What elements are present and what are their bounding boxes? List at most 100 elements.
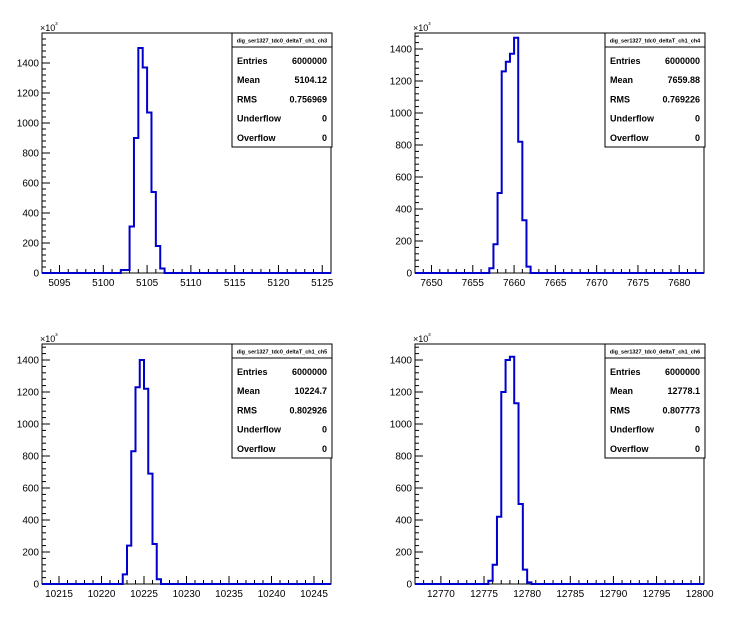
histogram-line xyxy=(42,47,331,274)
stats-label: RMS xyxy=(610,405,630,415)
stats-value: 10224.7 xyxy=(294,386,327,396)
y-tick-label: 1200 xyxy=(390,388,413,399)
x-tick-label: 7655 xyxy=(462,278,485,289)
stats-label: Overflow xyxy=(237,133,277,143)
stats-value: 6000000 xyxy=(292,367,327,377)
x-tick-label: 10220 xyxy=(88,589,116,600)
histogram-panel: 5095 5100 5105 5110 5115 5120 5125 0 200 400 600 80… xyxy=(17,22,334,289)
y-tick-label: 0 xyxy=(406,580,412,591)
x-tick-label: 10235 xyxy=(215,589,243,600)
stats-value: 0 xyxy=(322,114,327,124)
stats-value: 0 xyxy=(322,133,327,143)
stats-value: 6000000 xyxy=(665,56,700,66)
stats-box: dig_ser1327_tdc0_deltaT_ch1_ch3 Entries 60… xyxy=(231,32,333,148)
y-tick-label: 400 xyxy=(22,209,39,220)
stats-label: Overflow xyxy=(610,444,650,454)
y-tick-label: 1200 xyxy=(390,77,413,88)
x-tick-label: 12795 xyxy=(643,589,671,600)
y-tick-label: 1200 xyxy=(17,89,40,100)
x-tick-label: 7665 xyxy=(544,278,567,289)
histogram-bin xyxy=(506,360,510,584)
x-tick-label: 7680 xyxy=(668,278,691,289)
stats-label: Overflow xyxy=(237,444,277,454)
y-tick-label: 200 xyxy=(395,237,412,248)
stats-title: dig_ser1327_tdc0_deltaT_ch1_ch5 xyxy=(237,350,328,356)
stats-box-frame xyxy=(604,343,706,459)
x-tick-label: 5110 xyxy=(180,278,202,289)
stats-label: Overflow xyxy=(610,133,650,143)
stats-label: Mean xyxy=(610,386,633,396)
y-tick-label: 1000 xyxy=(17,420,40,431)
x-tick-label: 7675 xyxy=(627,278,650,289)
stats-label: Entries xyxy=(237,367,268,377)
x-tick-label: 5115 xyxy=(224,278,246,289)
histogram-bin xyxy=(506,62,510,273)
y-tick-label: 200 xyxy=(22,548,39,559)
stats-label: Mean xyxy=(610,75,633,85)
stats-value: 0 xyxy=(322,444,327,454)
stats-value: 0.802926 xyxy=(289,405,327,415)
x-tick-label: 10240 xyxy=(258,589,286,600)
stats-label: Mean xyxy=(237,386,260,396)
histogram-bin xyxy=(510,54,514,273)
histogram-bin xyxy=(140,360,144,584)
y-tick-label: 600 xyxy=(22,179,39,190)
stats-value: 0 xyxy=(695,444,700,454)
stats-value: 0 xyxy=(322,425,327,435)
stats-value: 6000000 xyxy=(292,56,327,66)
stats-label: Entries xyxy=(610,56,641,66)
stats-label: Underflow xyxy=(610,114,655,124)
stats-box: dig_ser1327_tdc0_deltaT_ch1_ch6 Entries 60… xyxy=(604,343,706,459)
y-tick-label: 1400 xyxy=(390,356,413,367)
stats-title: dig_ser1327_tdc0_deltaT_ch1_ch4 xyxy=(610,39,701,45)
stats-value: 12778.1 xyxy=(667,386,700,396)
stats-label: Entries xyxy=(237,56,268,66)
y-tick-label: 600 xyxy=(22,484,39,495)
y-tick-label: 0 xyxy=(33,269,39,280)
y-tick-label: 800 xyxy=(395,452,412,463)
x-tick-label: 12800 xyxy=(686,589,714,600)
x-tick-label: 12780 xyxy=(513,589,541,600)
stats-box-frame xyxy=(604,32,706,148)
stats-value: 5104.12 xyxy=(294,75,327,85)
stats-label: RMS xyxy=(237,405,257,415)
histogram-line xyxy=(415,36,704,274)
y-tick-label: 800 xyxy=(22,149,39,160)
x-tick-label: 5120 xyxy=(267,278,290,289)
stats-value: 0 xyxy=(695,425,700,435)
stats-label: Underflow xyxy=(237,425,282,435)
x-tick-label: 12790 xyxy=(600,589,628,600)
stats-label: Mean xyxy=(237,75,260,85)
y-tick-label: 200 xyxy=(395,548,412,559)
x-tick-label: 12775 xyxy=(470,589,498,600)
x-tick-label: 5105 xyxy=(136,278,159,289)
stats-box: dig_ser1327_tdc0_deltaT_ch1_ch5 Entries 60… xyxy=(231,343,333,459)
y-tick-label: 1400 xyxy=(390,45,413,56)
y-tick-label: 800 xyxy=(22,452,39,463)
histogram-panel: 10215 10220 10225 10230 10235 10240 10245 0 200 4… xyxy=(17,333,333,600)
y-tick-label: 0 xyxy=(33,580,39,591)
stats-title: dig_ser1327_tdc0_deltaT_ch1_ch6 xyxy=(610,350,701,356)
y-multiplier-label: ×10³ xyxy=(413,333,431,344)
y-tick-label: 1400 xyxy=(17,356,40,367)
x-tick-label: 10215 xyxy=(45,589,73,600)
y-tick-label: 800 xyxy=(395,141,412,152)
y-tick-label: 400 xyxy=(22,516,39,527)
histogram-panel: 12770 12775 12780 12785 12790 12795 12800 0 200 4… xyxy=(390,333,714,600)
y-tick-label: 1200 xyxy=(17,388,40,399)
x-tick-label: 10230 xyxy=(173,589,201,600)
x-tick-label: 7650 xyxy=(420,278,443,289)
stats-value: 0 xyxy=(695,133,700,143)
stats-label: Entries xyxy=(610,367,641,377)
y-tick-label: 1400 xyxy=(17,59,40,70)
stats-value: 0.807773 xyxy=(662,405,700,415)
x-tick-label: 12785 xyxy=(556,589,584,600)
stats-value: 7659.88 xyxy=(667,75,700,85)
x-tick-label: 5100 xyxy=(92,278,115,289)
y-tick-label: 0 xyxy=(406,269,412,280)
stats-value: 0.756969 xyxy=(289,94,327,104)
y-tick-label: 600 xyxy=(395,173,412,184)
stats-label: RMS xyxy=(237,94,257,104)
x-tick-label: 7670 xyxy=(586,278,609,289)
